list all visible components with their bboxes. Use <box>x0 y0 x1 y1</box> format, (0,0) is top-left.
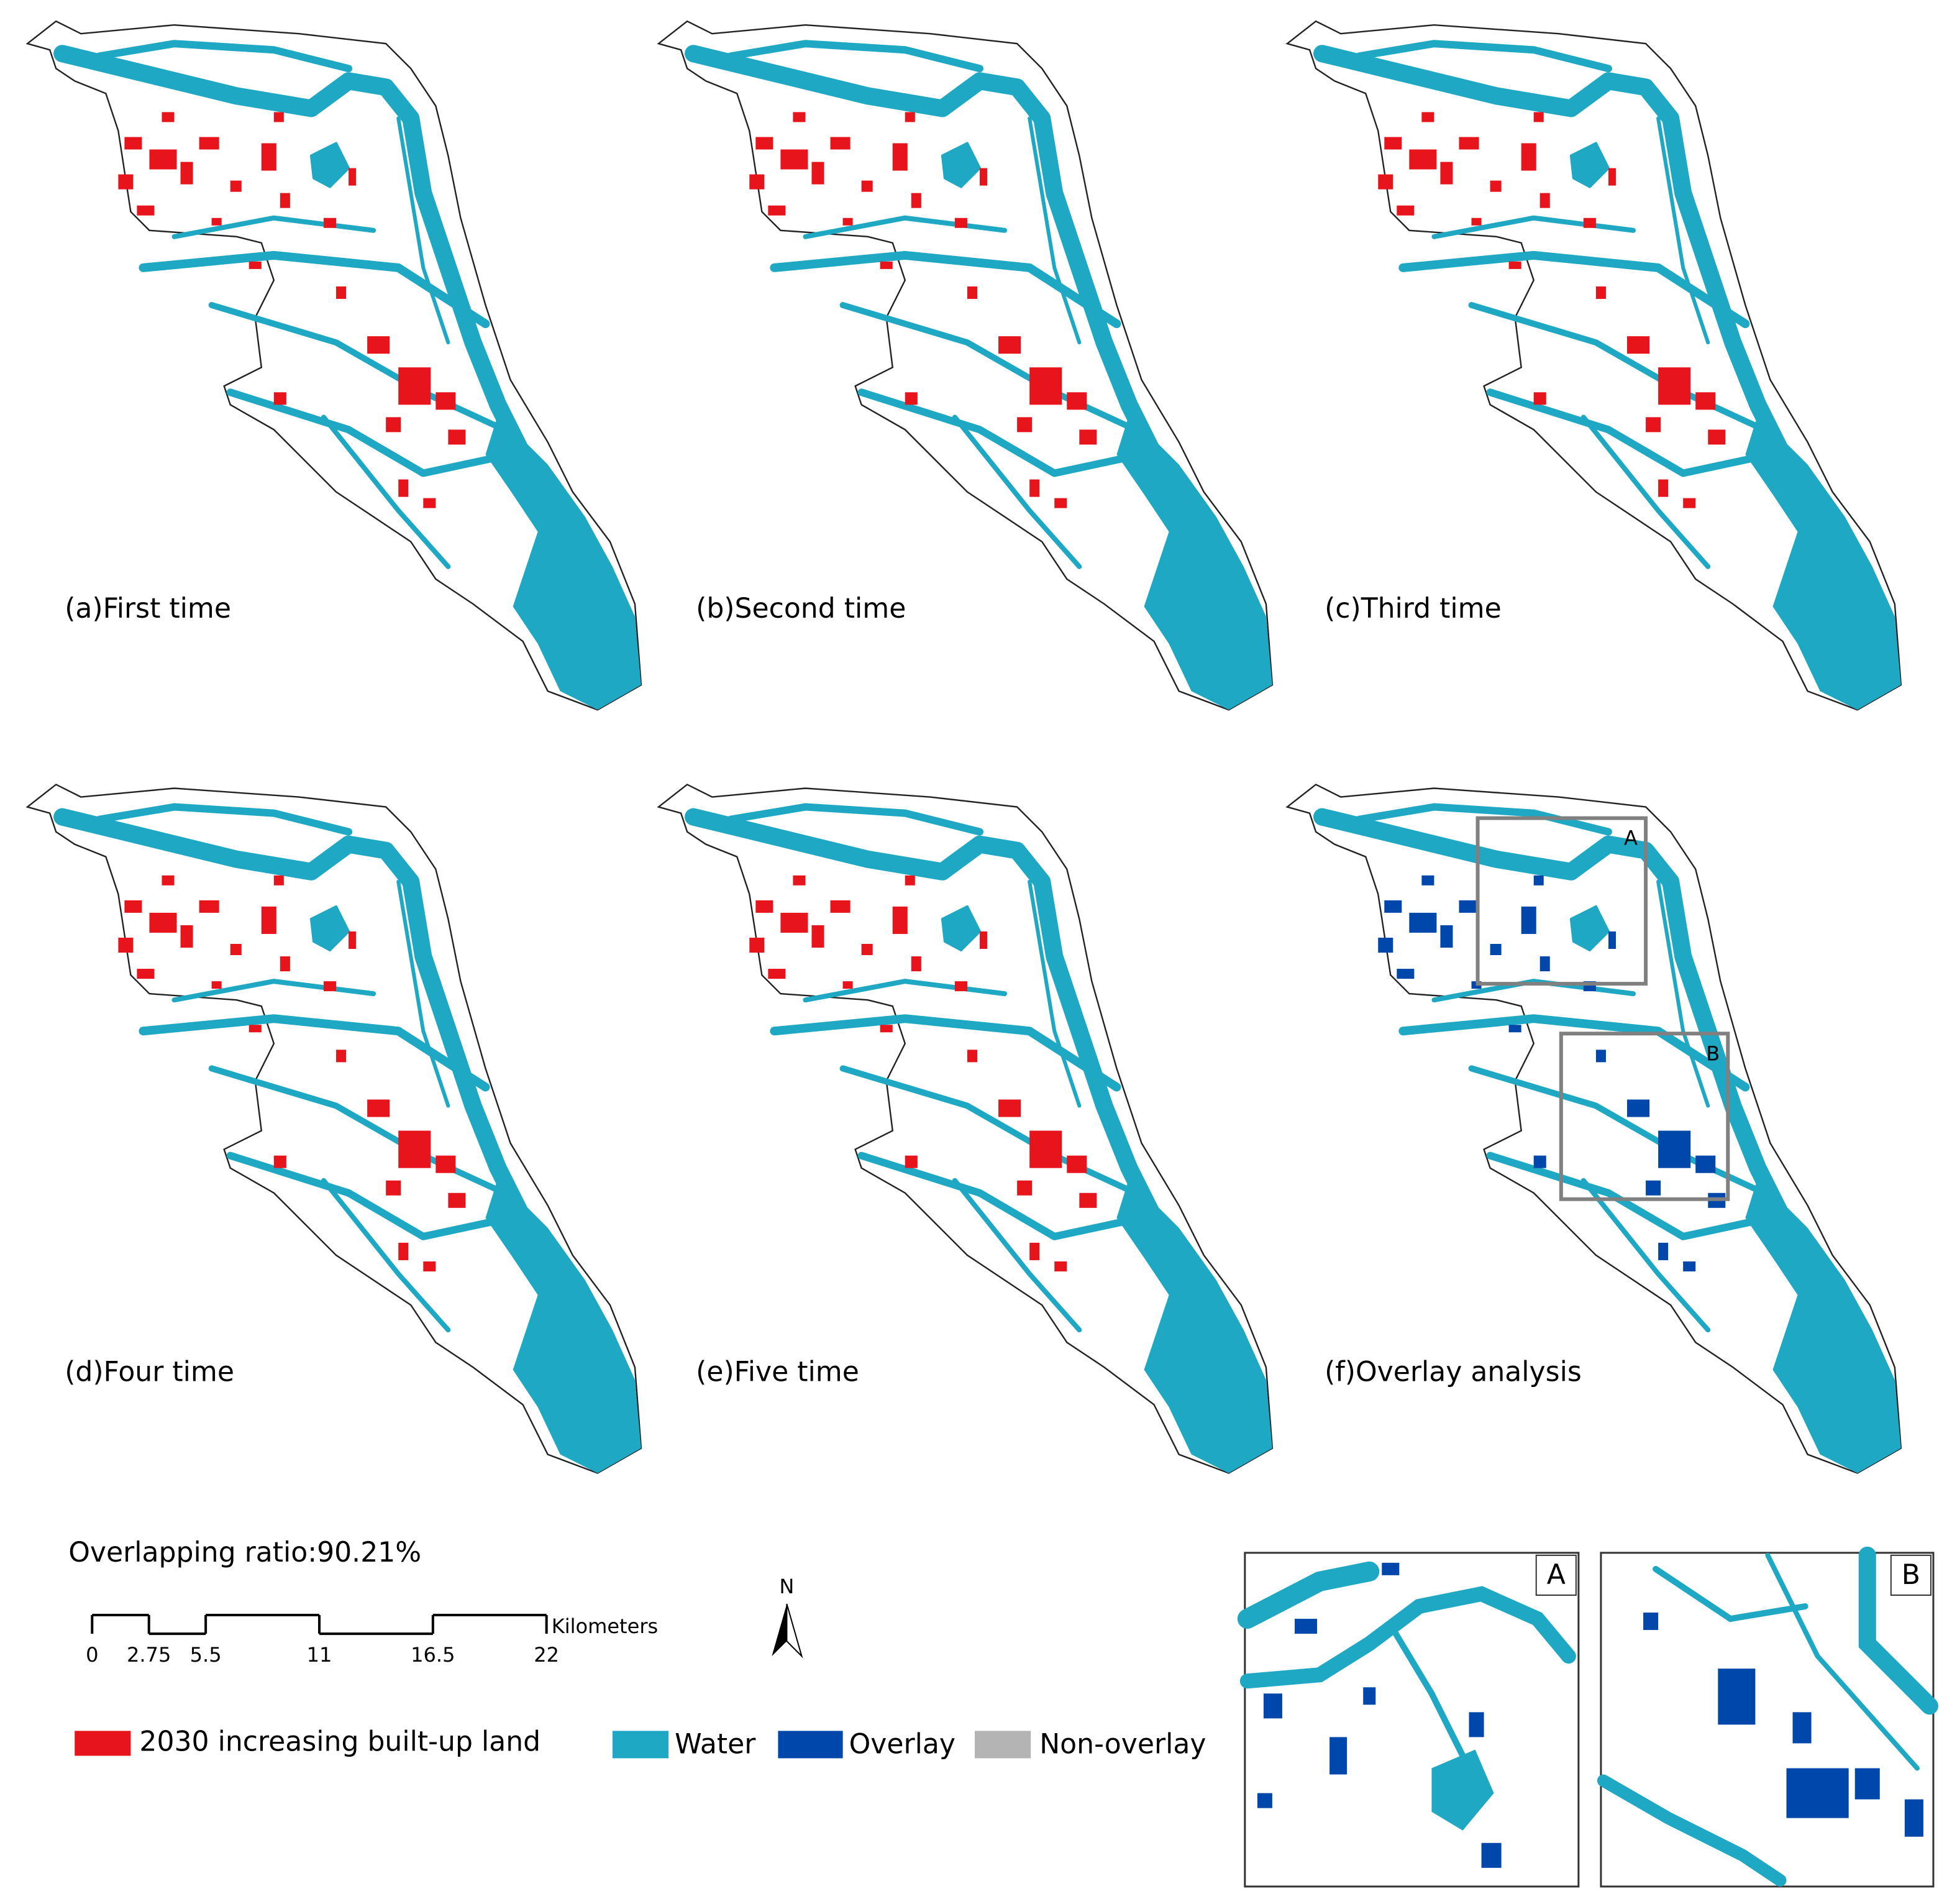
panel-label: (f)Overlay analysis <box>1325 1356 1582 1388</box>
panel-label: (d)Four time <box>65 1356 234 1388</box>
scale-tick-label: 2.75 <box>127 1643 171 1667</box>
scale-tick-label: 5.5 <box>190 1643 222 1667</box>
zone-box <box>1475 816 1648 986</box>
panel-label: (a)First time <box>65 593 231 625</box>
legend-swatch <box>612 1731 669 1759</box>
scale-unit: Kilometers <box>552 1614 659 1638</box>
north-label: N <box>779 1575 794 1598</box>
inset-label: A <box>1547 1559 1566 1591</box>
legend-swatch <box>75 1731 131 1756</box>
zone-label: B <box>1706 1041 1720 1065</box>
inset-a: A <box>1237 1552 1580 1888</box>
zone-box <box>1559 1032 1730 1201</box>
scale-bar: 0 2.75 5.5 11 16.5 22 <box>86 1614 559 1667</box>
scale-tick-label: 16.5 <box>411 1643 455 1667</box>
legend-label: 2030 increasing built-up land <box>139 1726 540 1757</box>
legend-swatch <box>778 1731 843 1759</box>
zone-label: A <box>1624 826 1638 850</box>
scale-tick-label: 22 <box>534 1643 559 1667</box>
legend-label: Overlay <box>849 1728 955 1760</box>
legend-label: Non-overlay <box>1039 1728 1206 1760</box>
panel-label: (c)Third time <box>1325 593 1502 625</box>
inset-label: B <box>1902 1559 1920 1591</box>
panel-label: (e)Five time <box>696 1356 859 1388</box>
legend: 2030 increasing built-up land Water Over… <box>75 1726 1206 1760</box>
overlap-ratio: Overlapping ratio:90.21% <box>68 1537 421 1568</box>
panels: (a)First time (b)Second time (c)Third time… <box>27 21 1901 1473</box>
north-arrow: N <box>772 1575 803 1659</box>
scale-tick-label: 0 <box>86 1643 98 1667</box>
legend-swatch <box>974 1731 1031 1759</box>
scale-tick-label: 11 <box>307 1643 332 1667</box>
panel-label: (b)Second time <box>696 593 906 625</box>
legend-label: Water <box>675 1728 756 1760</box>
inset-b: B <box>1597 1546 1938 1888</box>
